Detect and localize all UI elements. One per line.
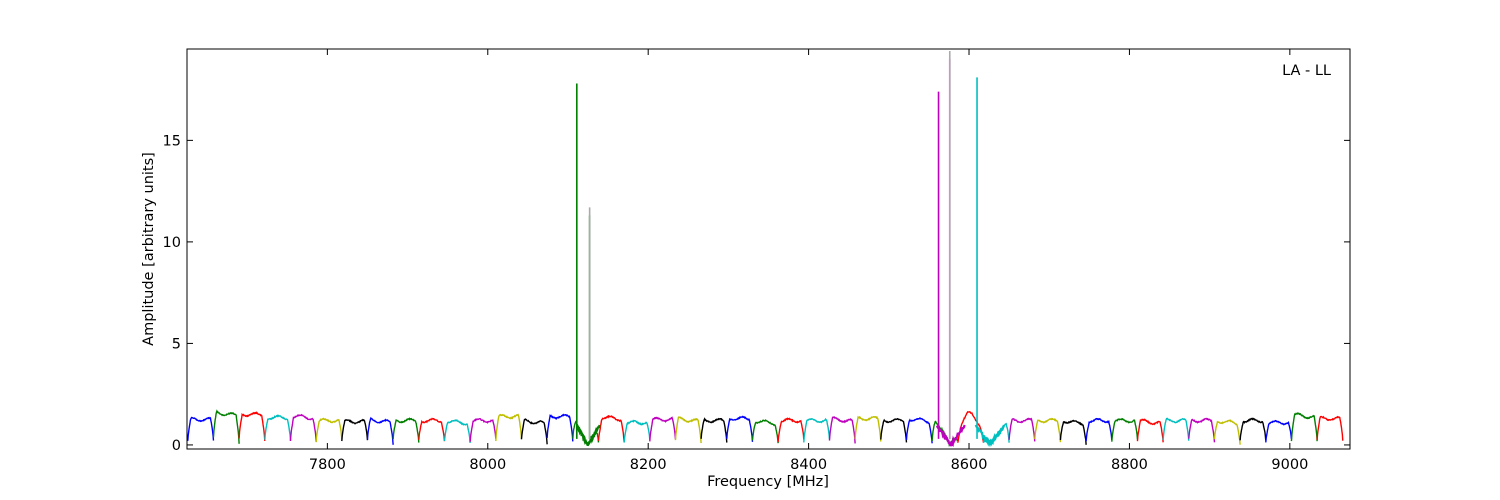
y-tick-label: 10 xyxy=(163,235,181,251)
channel-line xyxy=(392,417,420,443)
channel-line xyxy=(1111,417,1139,442)
channel-line xyxy=(674,416,702,444)
channel-line xyxy=(1316,415,1344,441)
channel-line xyxy=(1213,419,1241,445)
spike-layer xyxy=(576,51,978,439)
channel-line xyxy=(1188,417,1216,443)
channel-line xyxy=(905,417,933,444)
channel-line xyxy=(1059,419,1087,445)
channel-line xyxy=(212,409,240,444)
notch-line xyxy=(974,424,1006,447)
channel-line xyxy=(751,419,779,444)
x-tick-label: 8200 xyxy=(630,457,667,473)
channel-line xyxy=(649,416,677,442)
channel-line xyxy=(469,417,497,442)
channel-line xyxy=(1034,417,1062,443)
y-tick-label: 0 xyxy=(172,438,181,454)
x-axis-label: Frequency [MHz] xyxy=(707,474,829,490)
channel-line xyxy=(546,413,574,442)
channel-line xyxy=(315,417,343,443)
channel-line xyxy=(957,410,985,443)
channel-line xyxy=(777,417,805,443)
channel-line xyxy=(726,415,754,442)
x-tick-label: 8400 xyxy=(790,457,827,473)
notch-line xyxy=(935,424,966,448)
channel-line xyxy=(443,418,471,444)
channel-line xyxy=(1085,417,1113,442)
channel-line xyxy=(264,414,292,441)
x-tick-label: 9000 xyxy=(1271,457,1308,473)
channel-line xyxy=(828,416,856,444)
channel-line xyxy=(1162,417,1190,441)
x-tick-label: 8800 xyxy=(1111,457,1148,473)
channel-line xyxy=(520,418,548,445)
channel-line xyxy=(700,417,728,443)
channel-line xyxy=(1265,419,1293,443)
channel-line xyxy=(803,417,831,443)
channel-line xyxy=(1136,418,1164,443)
x-tick-label: 7800 xyxy=(309,457,346,473)
channel-line xyxy=(1008,417,1036,442)
channel-line xyxy=(366,416,394,445)
y-tick-label: 5 xyxy=(172,336,181,352)
annotation-label: LA - LL xyxy=(1282,63,1331,79)
channel-line xyxy=(238,411,266,441)
channel-line xyxy=(1239,417,1267,441)
series-layer xyxy=(187,409,1344,448)
x-tick-label: 8000 xyxy=(469,457,506,473)
channel-line xyxy=(1290,411,1318,442)
channel-line xyxy=(289,413,317,442)
channel-line xyxy=(341,418,369,442)
channel-line xyxy=(418,417,446,442)
y-axis-label: Amplitude [arbitrary units] xyxy=(141,152,157,346)
y-tick-label: 15 xyxy=(163,133,181,149)
channel-line xyxy=(623,419,651,443)
plot-frame xyxy=(186,48,1351,450)
notch-line xyxy=(576,424,601,447)
tick-layer: 7800 8000 8200 8400 8600 8800 9000 0 5 10 15 xyxy=(163,49,1350,473)
channel-line xyxy=(187,416,215,441)
channel-line xyxy=(854,415,882,442)
channel-line xyxy=(495,413,523,442)
x-tick-label: 8600 xyxy=(951,457,988,473)
channel-line xyxy=(597,414,625,443)
channel-line xyxy=(880,417,908,443)
